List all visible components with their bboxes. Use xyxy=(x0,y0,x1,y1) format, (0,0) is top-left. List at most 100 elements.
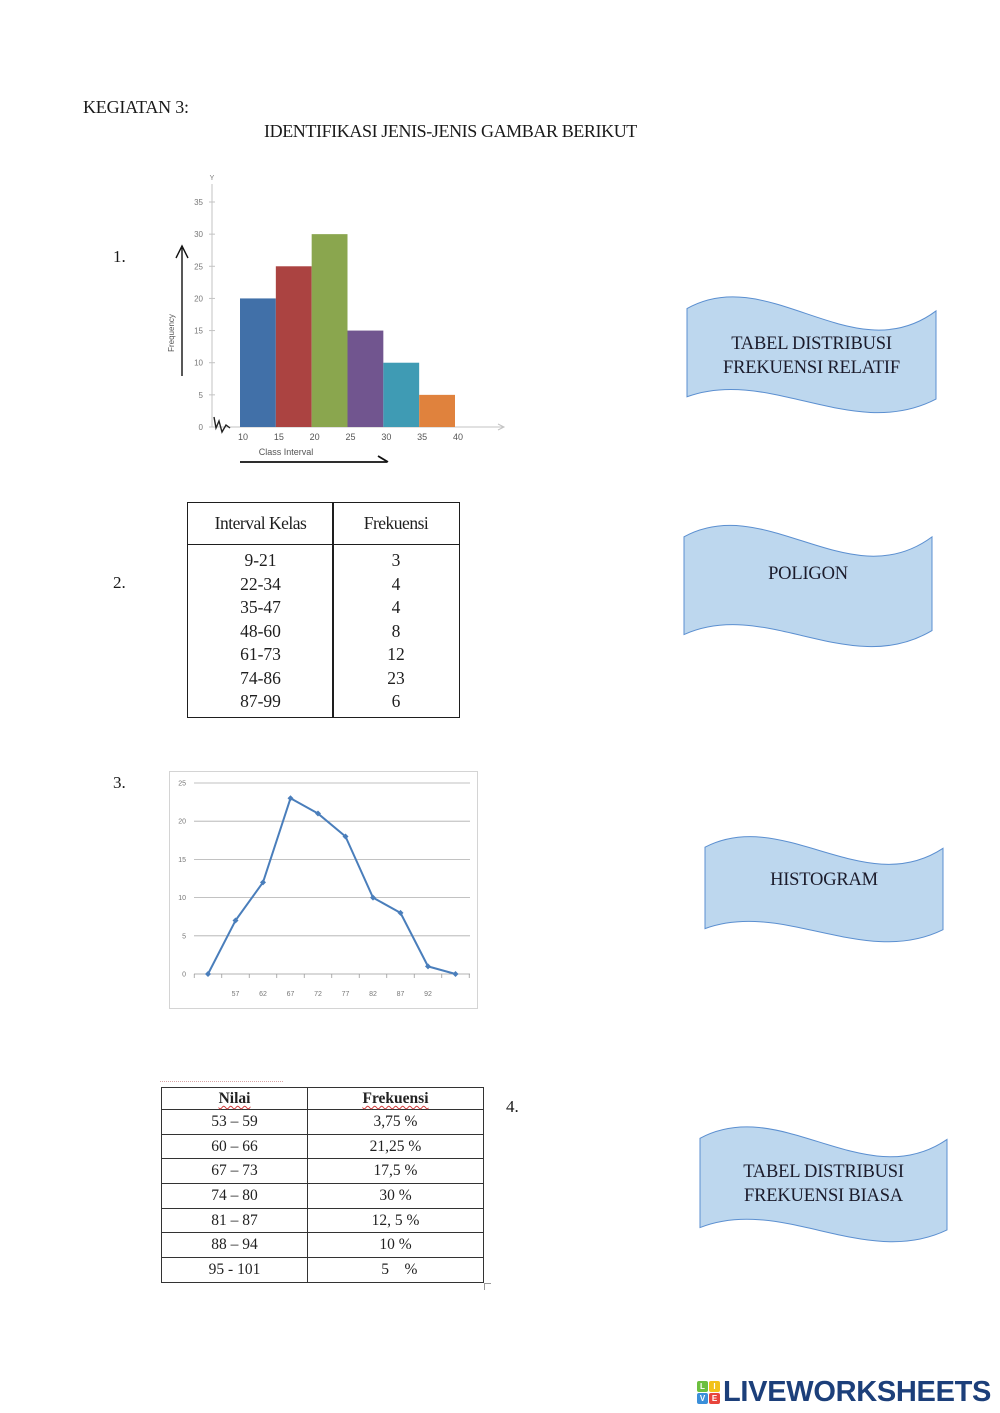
interval-cell: 87-99 xyxy=(240,691,281,711)
header-text: Nilai xyxy=(218,1090,251,1107)
nilai-cell: 60 – 66 xyxy=(162,1134,308,1159)
table-row: 48-60 8 xyxy=(188,620,459,644)
relative-frequency-table: Nilai Frekuensi 53 – 59 3,75 % 60 – 66 2… xyxy=(161,1087,484,1283)
column-header-frekuensi: Frekuensi xyxy=(308,1088,483,1109)
y-tick-label: 10 xyxy=(194,359,203,368)
table-row: 74-86 23 xyxy=(188,667,459,691)
histogram-bar xyxy=(347,330,384,427)
y-axis-letter: Y xyxy=(210,175,215,182)
x-tick-label: 25 xyxy=(345,432,355,442)
frekuensi-cell: 21,25 % xyxy=(369,1137,422,1155)
frekuensi-cell: 10 % xyxy=(379,1236,412,1254)
y-tick-label: 25 xyxy=(178,781,186,788)
interval-cell: 22-34 xyxy=(240,573,281,594)
frekuensi-cell: 6 xyxy=(391,691,401,711)
option-poligon: POLIGON xyxy=(684,521,932,653)
logo-tile-i: I xyxy=(709,1380,720,1392)
x-tick-label: 35 xyxy=(417,432,427,442)
y-tick-label: 0 xyxy=(182,972,186,979)
option-label: TABEL DISTRIBUSI FREKUENSI RELATIF xyxy=(687,332,936,380)
data-point-marker xyxy=(315,810,321,817)
column-header-nilai: Nilai xyxy=(162,1088,308,1109)
histogram-bar xyxy=(240,298,276,427)
table-header-row: Nilai Frekuensi xyxy=(162,1088,483,1109)
frekuensi-cell: 4 xyxy=(391,573,401,594)
logo-tile-v: V xyxy=(697,1392,708,1404)
option-histogram: HISTOGRAM xyxy=(705,834,943,944)
x-tick-label: 30 xyxy=(381,432,391,442)
table-header-row: Interval Kelas Frekuensi xyxy=(188,503,459,545)
table-body: 9-21 3 22-34 4 35-47 4 48-60 8 61-73 12 … xyxy=(188,545,459,714)
table-row: 87-99 6 xyxy=(188,690,459,714)
y-tick-label: 20 xyxy=(194,294,203,303)
x-tick-label: 92 xyxy=(424,991,432,998)
data-point-marker xyxy=(205,971,211,977)
x-axis-arrow-icon xyxy=(497,423,506,431)
histogram-bar xyxy=(275,266,312,427)
nilai-cell: 53 – 59 xyxy=(162,1110,308,1134)
table-row: 61-73 12 xyxy=(188,643,459,667)
data-point-marker xyxy=(287,795,294,802)
logo-tile-e: E xyxy=(709,1392,720,1404)
interval-cell: 35-47 xyxy=(240,597,281,617)
option-tabel-distribusi-frekuensi-biasa: TABEL DISTRIBUSI FREKUENSI BIASA xyxy=(700,1124,947,1243)
frekuensi-cell: 17,5 % xyxy=(373,1162,418,1180)
arrowhead-right-icon xyxy=(377,455,389,463)
frekuensi-cell: 8 xyxy=(391,620,401,641)
logo-tile-l: L xyxy=(697,1380,708,1392)
frequency-distribution-table: Interval Kelas Frekuensi 9-21 3 22-34 4 … xyxy=(187,502,460,718)
wave-shape xyxy=(705,834,943,944)
option-label-line: TABEL DISTRIBUSI xyxy=(731,334,892,354)
x-tick-label: 67 xyxy=(287,991,295,998)
frequency-polygon-chart: 0 5 10 15 20 25 57 62 67 72 77 82 87 92 xyxy=(169,771,478,1009)
y-tick-label: 5 xyxy=(199,391,204,400)
brand-name: LIVEWORKSHEETS xyxy=(723,1376,992,1408)
option-label: HISTOGRAM xyxy=(705,868,943,892)
item-number-1: 1. xyxy=(113,247,126,266)
instruction-title: IDENTIFIKASI JENIS-JENIS GAMBAR BERIKUT xyxy=(264,121,637,141)
option-label-line: HISTOGRAM xyxy=(770,870,878,890)
dotted-guide-line xyxy=(160,1081,283,1082)
data-point-marker xyxy=(452,971,459,977)
nilai-cell: 95 - 101 xyxy=(162,1258,308,1282)
item-number-4: 4. xyxy=(506,1097,519,1116)
data-point-marker xyxy=(425,963,431,970)
option-label-line: TABEL DISTRIBUSI xyxy=(743,1162,904,1182)
corner-mark xyxy=(484,1283,491,1290)
data-point-marker xyxy=(370,894,376,901)
data-point-marker xyxy=(342,833,349,840)
data-point-marker xyxy=(397,909,404,916)
nilai-cell: 67 – 73 xyxy=(162,1159,308,1184)
x-tick-label: 72 xyxy=(314,991,322,998)
item-number-2: 2. xyxy=(113,573,126,592)
histogram-bar xyxy=(311,234,348,427)
wave-shape xyxy=(700,1124,947,1243)
y-tick-label: 35 xyxy=(194,198,203,207)
y-tick-label: 5 xyxy=(182,933,186,940)
frekuensi-cell: 3 xyxy=(391,550,401,570)
option-label: TABEL DISTRIBUSI FREKUENSI BIASA xyxy=(700,1160,947,1208)
x-axis-label: Class Interval xyxy=(259,447,314,457)
table-row: 60 – 66 21,25 % xyxy=(162,1133,483,1159)
polygon-line xyxy=(207,797,456,975)
frekuensi-cell: 12, 5 % xyxy=(371,1211,420,1229)
x-tick-label: 10 xyxy=(238,432,248,442)
y-tick-label: 0 xyxy=(199,423,204,432)
frekuensi-cell: 5 % xyxy=(373,1261,418,1279)
data-point-marker xyxy=(232,917,239,924)
x-tick-label: 57 xyxy=(232,991,240,998)
interval-cell: 61-73 xyxy=(240,644,281,664)
frekuensi-cell: 12 xyxy=(387,644,405,664)
y-tick-label: 15 xyxy=(178,857,186,864)
option-tabel-distribusi-frekuensi-relatif: TABEL DISTRIBUSI FREKUENSI RELATIF xyxy=(687,297,936,413)
x-tick-label: 87 xyxy=(397,991,405,998)
option-label-line: FREKUENSI RELATIF xyxy=(723,358,900,378)
header-text: Frekuensi xyxy=(362,1090,429,1107)
x-tick-label: 15 xyxy=(274,432,284,442)
liveworksheets-logo-link[interactable]: L I V E LIVEWORKSHEETS xyxy=(697,1377,991,1407)
wave-shape xyxy=(684,521,932,653)
column-header-interval: Interval Kelas xyxy=(214,513,307,533)
nilai-cell: 81 – 87 xyxy=(162,1208,308,1233)
table-row: 9-21 3 xyxy=(188,549,459,573)
x-tick-label: 40 xyxy=(453,432,463,442)
